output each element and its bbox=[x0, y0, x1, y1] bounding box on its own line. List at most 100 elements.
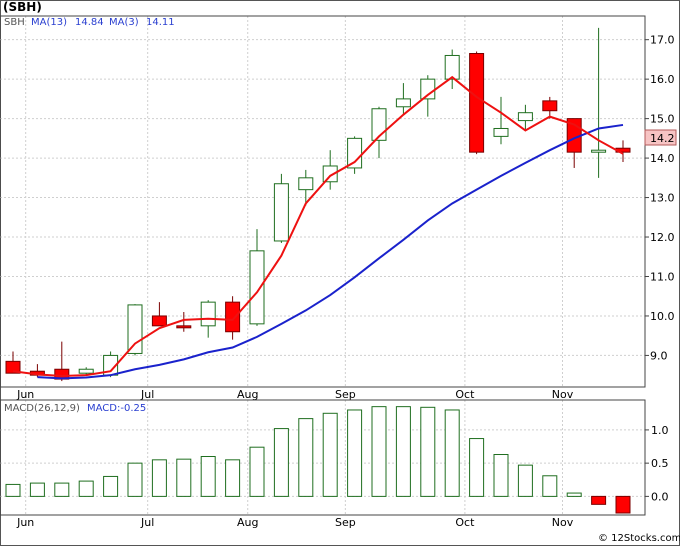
candle bbox=[103, 351, 119, 378]
price-y-tick-label: 14.0 bbox=[650, 152, 675, 165]
macd-x-tick-label: Nov bbox=[552, 516, 574, 529]
candle-body bbox=[493, 127, 509, 137]
macd-bar bbox=[615, 495, 631, 514]
macd-bar bbox=[469, 438, 485, 497]
candle bbox=[395, 83, 411, 115]
price-x-tick-label: Aug bbox=[237, 388, 258, 401]
macd-title: MACD(26,12,9) bbox=[4, 403, 80, 414]
price-y-tick-label: 9.0 bbox=[650, 349, 668, 362]
price-x-tick-label: Oct bbox=[455, 388, 475, 401]
macd-y-tick-label: 1.0 bbox=[651, 424, 669, 437]
price-y-tick-label: 16.0 bbox=[650, 73, 675, 86]
candle-body bbox=[444, 54, 460, 80]
macd-bar bbox=[566, 492, 582, 497]
macd-bar bbox=[493, 454, 509, 497]
candle-body bbox=[322, 165, 338, 183]
ticker-title: (SBH) bbox=[3, 0, 42, 14]
candle-body bbox=[542, 100, 558, 112]
macd-bar bbox=[542, 475, 558, 497]
macd-y-tick-label: 0.5 bbox=[651, 457, 669, 470]
macd-x-axis: Jun Jul Aug Sep Oct Nov bbox=[16, 516, 574, 529]
price-y-tick-label: 10.0 bbox=[650, 310, 675, 323]
candle-body bbox=[298, 177, 314, 191]
macd-bar bbox=[78, 480, 94, 497]
macd-bar bbox=[5, 483, 21, 497]
macd-x-tick-label: Oct bbox=[455, 516, 475, 529]
macd-y-tick-label: 0.0 bbox=[651, 490, 669, 503]
price-x-tick-label: Nov bbox=[552, 388, 574, 401]
price-month-gridlines bbox=[25, 16, 563, 387]
candle bbox=[444, 49, 460, 90]
legend-ma13-value: 14.84 bbox=[75, 17, 104, 28]
candle-body bbox=[5, 360, 21, 374]
macd-month-gridlines bbox=[25, 400, 563, 515]
price-y-axis: 9.0 10.0 11.0 12.0 13.0 14.0 15.0 16.0 17.0 bbox=[645, 34, 675, 362]
candle-body bbox=[591, 149, 607, 153]
price-panel: 9.0 10.0 11.0 12.0 13.0 14.0 15.0 16.0 17.0 14.2 bbox=[0, 15, 677, 388]
candle bbox=[591, 27, 607, 178]
legend-symbol: SBH bbox=[4, 17, 25, 28]
macd-bar bbox=[322, 412, 338, 497]
macd-panel-border bbox=[0, 399, 646, 516]
candle bbox=[78, 367, 94, 376]
candle-body bbox=[469, 52, 485, 153]
price-x-tick-label: Jul bbox=[140, 388, 154, 401]
price-legend: SBH MA(13) 14.84 MA(3) 14.11 bbox=[4, 17, 175, 28]
price-y-tick-label: 11.0 bbox=[650, 270, 675, 283]
macd-bar bbox=[591, 495, 607, 505]
candle bbox=[273, 173, 289, 243]
price-y-tick-label: 12.0 bbox=[650, 231, 675, 244]
watermark: © 12Stocks.com bbox=[598, 533, 680, 544]
candle bbox=[469, 51, 485, 155]
candle bbox=[5, 351, 21, 374]
candle bbox=[347, 136, 363, 174]
macd-x-tick-label: Jun bbox=[16, 516, 34, 529]
macd-y-axis: 0.0 0.5 1.0 bbox=[645, 424, 669, 503]
candle bbox=[517, 104, 533, 131]
legend-ma13-label: MA(13) bbox=[31, 17, 67, 28]
macd-bar bbox=[420, 406, 436, 497]
candle-body bbox=[347, 137, 363, 169]
macd-bar bbox=[444, 409, 460, 497]
price-y-tick-label: 13.0 bbox=[650, 192, 675, 205]
macd-bar bbox=[249, 446, 265, 497]
macd-bar bbox=[371, 406, 387, 497]
macd-bar bbox=[103, 475, 119, 497]
candle bbox=[542, 96, 558, 119]
price-y-tick-label: 17.0 bbox=[650, 34, 675, 47]
price-gridlines bbox=[0, 39, 645, 356]
macd-value: MACD:-0.25 bbox=[87, 403, 146, 414]
price-panel-border bbox=[0, 15, 646, 388]
candle bbox=[225, 296, 241, 340]
macd-bar bbox=[395, 406, 411, 497]
candles bbox=[5, 27, 631, 382]
macd-bar bbox=[517, 464, 533, 497]
macd-bar bbox=[127, 462, 143, 497]
candle bbox=[322, 150, 338, 190]
candle bbox=[200, 300, 216, 338]
macd-x-tick-label: Aug bbox=[237, 516, 258, 529]
candle-body bbox=[200, 301, 216, 327]
macd-bar bbox=[151, 459, 167, 497]
price-y-tick-label: 15.0 bbox=[650, 113, 675, 126]
last-price-value: 14.2 bbox=[650, 132, 675, 145]
price-x-tick-label: Jun bbox=[16, 388, 34, 401]
candle-body bbox=[176, 325, 192, 329]
candle bbox=[249, 229, 265, 326]
ma13-line bbox=[37, 123, 624, 380]
candle-body bbox=[517, 112, 533, 122]
candle bbox=[151, 302, 167, 327]
ma3-line bbox=[12, 75, 624, 377]
last-price-badge: 14.2 bbox=[644, 129, 677, 146]
macd-bar bbox=[225, 459, 241, 497]
candle-body bbox=[225, 301, 241, 333]
macd-gridlines bbox=[0, 429, 645, 497]
candle-body bbox=[151, 315, 167, 327]
macd-bar bbox=[200, 456, 216, 497]
macd-bar bbox=[29, 482, 45, 497]
macd-bar bbox=[347, 409, 363, 497]
candle bbox=[493, 96, 509, 145]
legend-ma3-label: MA(3) bbox=[109, 17, 139, 28]
